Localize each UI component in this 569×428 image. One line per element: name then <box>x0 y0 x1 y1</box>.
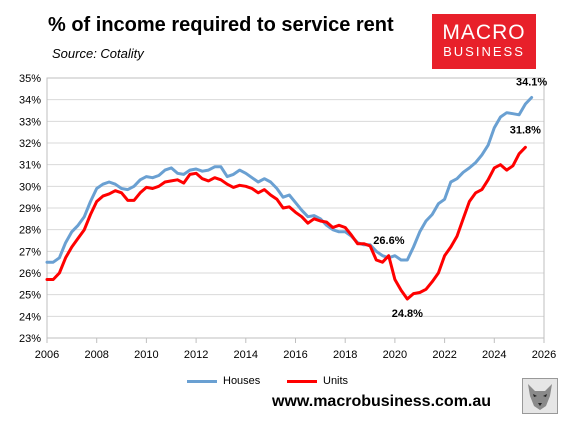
legend-label-units: Units <box>323 375 349 387</box>
x-tick-label: 2012 <box>184 349 208 361</box>
footer-url[interactable]: www.macrobusiness.com.au <box>272 393 492 410</box>
x-tick-label: 2018 <box>333 349 357 361</box>
y-tick-label: 34% <box>19 95 41 107</box>
legend-swatch-houses <box>187 379 217 383</box>
x-tick-label: 2022 <box>432 349 456 361</box>
chart-source: Source: Cotality <box>52 46 144 61</box>
legend-item-houses: Houses <box>187 375 260 387</box>
y-tick-label: 33% <box>19 116 41 128</box>
y-tick-label: 26% <box>19 268 41 280</box>
x-tick-label: 2016 <box>283 349 307 361</box>
x-tick-label: 2006 <box>35 349 59 361</box>
y-tick-label: 31% <box>19 160 41 172</box>
chart-title: % of income required to service rent <box>48 14 394 36</box>
legend-item-units: Units <box>287 375 348 387</box>
logo-line-2: BUSINESS <box>443 44 525 59</box>
y-tick-label: 24% <box>19 311 41 323</box>
y-tick-label: 35% <box>19 73 41 85</box>
data-label: 26.6% <box>373 235 404 247</box>
series-line-units <box>45 145 527 301</box>
data-label: 24.8% <box>392 308 423 320</box>
macrobusiness-logo[interactable]: MACRO BUSINESS <box>432 14 536 69</box>
data-label: 31.8% <box>510 124 541 136</box>
y-tick-label: 29% <box>19 203 41 215</box>
x-tick-label: 2020 <box>383 349 407 361</box>
y-tick-label: 30% <box>19 181 41 193</box>
x-tick-label: 2026 <box>532 349 556 361</box>
y-tick-label: 28% <box>19 225 41 237</box>
x-tick-label: 2008 <box>84 349 108 361</box>
data-label: 34.1% <box>516 77 547 89</box>
y-tick-label: 23% <box>19 333 41 345</box>
x-tick-label: 2010 <box>134 349 158 361</box>
wolf-logo-icon <box>522 378 558 414</box>
legend-swatch-units <box>287 379 317 383</box>
legend-label-houses: Houses <box>223 375 261 387</box>
x-tick-label: 2024 <box>482 349 506 361</box>
y-tick-label: 25% <box>19 290 41 302</box>
y-tick-label: 32% <box>19 138 41 150</box>
x-tick-label: 2014 <box>234 349 258 361</box>
y-tick-label: 27% <box>19 246 41 258</box>
series-line-houses <box>45 96 534 264</box>
logo-line-1: MACRO <box>442 21 526 44</box>
